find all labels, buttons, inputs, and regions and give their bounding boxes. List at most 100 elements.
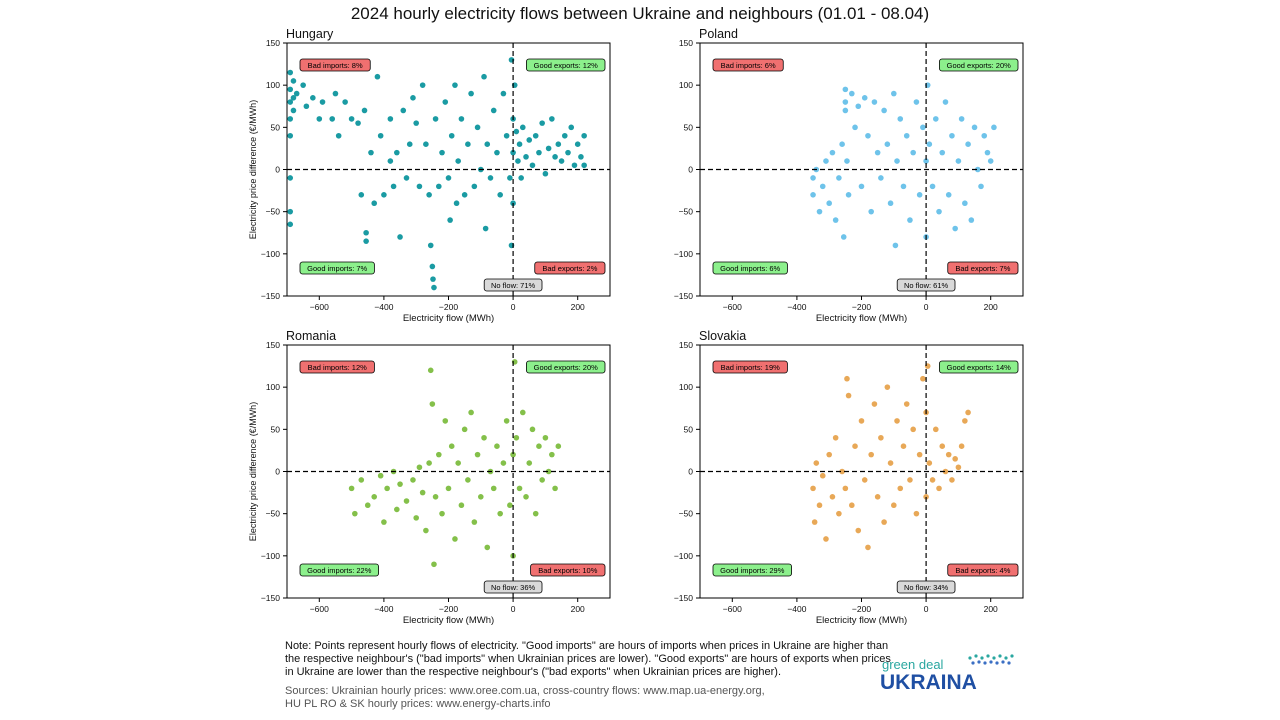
y-tick-label: 50 [271,122,281,132]
data-point [894,158,900,164]
data-point [516,141,523,147]
data-point [453,200,460,207]
data-point [836,175,842,181]
data-point [361,107,368,114]
data-point [519,409,526,416]
data-point [891,502,897,509]
data-point [490,107,497,114]
data-point [429,263,436,270]
data-point [858,418,865,424]
good-exports-badge: Good exports: 12% [526,58,606,72]
good-exports-badge: Good exports: 20% [526,360,606,374]
data-point [427,242,434,249]
x-tick-label: −400 [787,302,806,312]
y-tick-label: 100 [679,382,693,392]
data-point [868,451,874,458]
good-exports-badge-bg [939,58,1019,72]
x-tick-label: −400 [374,302,393,312]
data-point [945,192,952,198]
data-point [819,472,826,479]
chart-panel-hungary: −600 −400 −200 0 200 150 100 50 0 −50 −100 −150 Hung… [248,27,611,324]
data-point [549,116,555,122]
data-point [552,485,558,492]
data-point [578,154,584,160]
logo-text-bottom: UKRAINA [880,671,977,692]
x-tick-label: 200 [571,604,585,614]
data-point [932,116,939,122]
y-tick-label: 50 [684,122,694,132]
data-point [465,477,471,483]
data-point [965,409,971,416]
bad-imports-badge-bg [299,58,371,72]
data-point [936,485,942,492]
data-point [978,183,984,190]
data-point [518,175,524,181]
y-tick-label: −100 [674,551,693,561]
data-point [900,443,907,450]
data-point [536,443,542,450]
data-point [332,90,339,97]
good-imports-badge-bg [299,563,379,577]
data-point [452,82,458,88]
good-exports-badge-label: Good exports: 12% [534,61,599,70]
data-point [984,149,991,156]
data-point [523,494,529,500]
data-point [290,78,297,84]
data-point [910,426,916,433]
data-point [532,132,539,139]
data-point [426,192,432,198]
x-tick-label: −200 [852,604,871,614]
data-point [427,367,434,374]
data-point [397,481,403,487]
data-point [461,192,468,198]
data-point [561,132,568,139]
data-point [887,200,894,207]
data-point [958,116,965,122]
good-imports-badge: Good imports: 6% [712,261,788,275]
data-point [481,73,487,80]
data-point [287,99,294,105]
x-tick-label: −600 [310,302,329,312]
scatter-points [348,359,562,568]
data-point [368,149,374,156]
data-point [526,137,533,143]
data-point [878,175,884,181]
data-point [468,409,474,416]
sources-line-2: HU PL RO & SK hourly prices: www.energy-… [285,698,551,710]
bad-imports-badge: Bad imports: 6% [712,58,784,72]
y-tick-label: 50 [684,424,694,434]
data-point [468,90,474,97]
good-imports-badge-label: Good imports: 6% [720,264,780,273]
data-point [913,510,920,517]
data-point [826,200,832,207]
y-tick-label: −100 [261,249,280,259]
x-tick-label: −400 [374,604,393,614]
data-point [507,502,513,509]
data-point [403,498,410,504]
y-tick-label: 0 [688,165,693,175]
data-point [974,166,981,173]
data-point [981,132,988,139]
data-point [884,141,891,147]
bad-imports-badge-label: Bad imports: 12% [308,363,368,372]
no-flow-badge-label: No flow: 71% [491,281,536,290]
sources-text: Sources: Ukrainian hourly prices: www.or… [285,685,875,711]
data-point [581,162,587,169]
data-point [529,426,536,433]
data-point [484,544,491,551]
no-flow-badge-bg [896,580,956,594]
data-point [406,141,413,147]
data-point [558,158,565,164]
bad-imports-badge-bg [299,360,375,374]
good-imports-badge-label: Good imports: 29% [720,566,785,575]
data-point [290,95,297,101]
good-imports-badge: Good imports: 29% [712,563,792,577]
data-point [430,276,436,282]
data-point [439,510,445,517]
charts-canvas: −600 −400 −200 0 200 150 100 50 0 −50 −100 −150 Hung… [248,27,1024,626]
data-point [494,149,500,156]
y-tick-label: −150 [261,593,280,603]
data-point [439,149,445,156]
data-point [852,443,858,450]
data-point [813,460,820,466]
